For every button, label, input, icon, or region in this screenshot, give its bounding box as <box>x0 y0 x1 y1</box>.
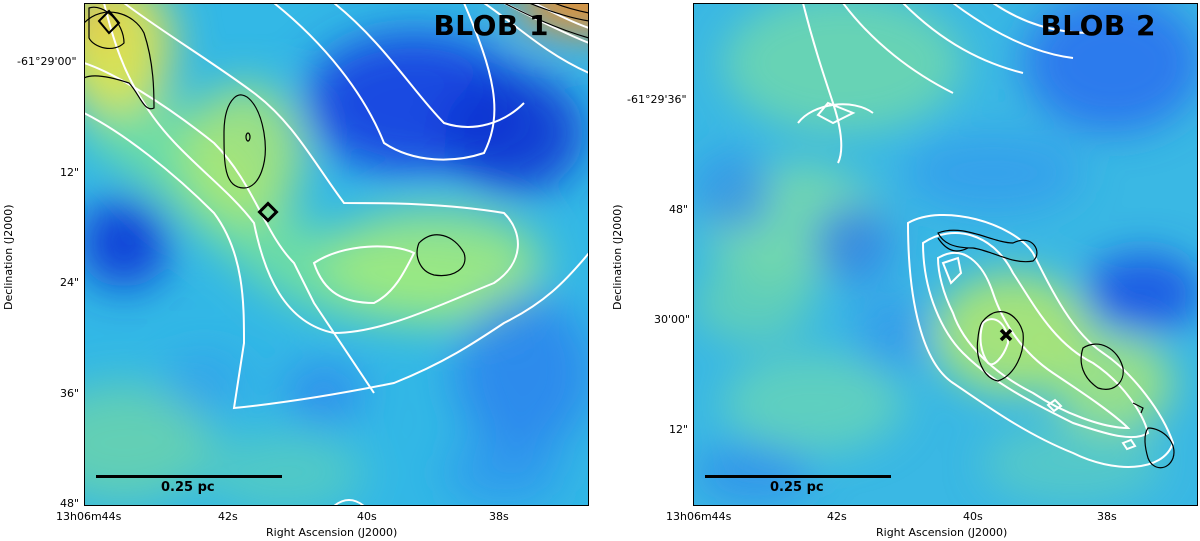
x-axis-label: Right Ascension (J2000) <box>266 526 398 539</box>
scale-bar <box>705 475 891 478</box>
panel-title: BLOB 1 <box>433 9 549 42</box>
scale-bar <box>96 475 282 478</box>
x-tick-label: 40s <box>963 510 983 523</box>
y-tick-label: -61°29'36" <box>627 93 687 106</box>
x-tick-label: 38s <box>489 510 509 523</box>
x-axis-label: Right Ascension (J2000) <box>876 526 1008 539</box>
scale-bar-label: 0.25 pc <box>770 480 824 495</box>
x-tick-label: 42s <box>827 510 847 523</box>
y-tick-label: 36" <box>60 387 80 400</box>
intensity-map-blob2 <box>693 3 1198 506</box>
y-tick-label: 12" <box>60 166 80 179</box>
y-tick-label: 30'00" <box>654 313 691 326</box>
x-tick-label: 40s <box>357 510 377 523</box>
scale-bar-label: 0.25 pc <box>161 480 215 495</box>
intensity-map-blob1 <box>84 3 589 506</box>
y-tick-label: -61°29'00" <box>17 55 77 68</box>
panel-title: BLOB 2 <box>1040 9 1156 42</box>
panel-blob2: BLOB 2 0.25 pc <box>693 3 1198 506</box>
y-tick-label: 12" <box>669 423 689 436</box>
x-tick-label: 13h06m44s <box>56 510 122 523</box>
diamond-marker <box>257 201 279 223</box>
x-tick-label: 38s <box>1097 510 1117 523</box>
y-tick-label: 24" <box>60 276 80 289</box>
y-tick-label: 48" <box>669 203 689 216</box>
y-axis-label: Declination (J2000) <box>2 204 15 311</box>
y-axis-label: Declination (J2000) <box>611 204 624 311</box>
y-tick-label: 48" <box>60 497 80 510</box>
x-marker <box>999 328 1013 342</box>
x-tick-label: 13h06m44s <box>666 510 732 523</box>
panel-blob1: BLOB 1 0.25 pc <box>84 3 589 506</box>
x-tick-label: 42s <box>218 510 238 523</box>
